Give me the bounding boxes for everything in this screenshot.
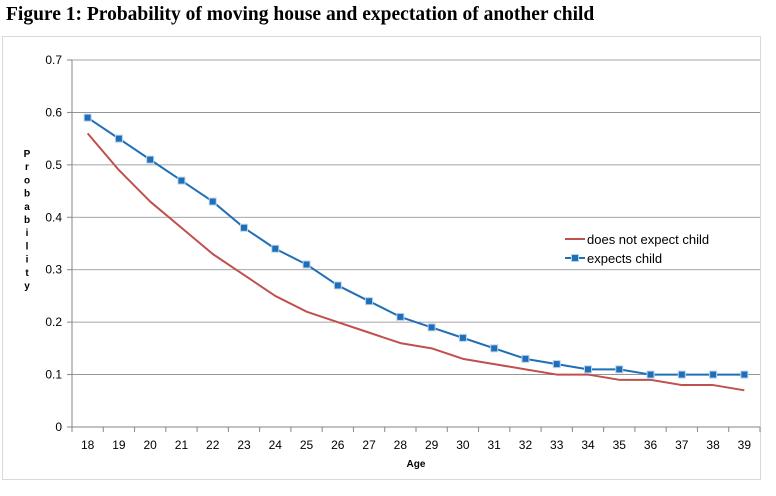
legend-marker (571, 254, 579, 262)
y-axis-label-letter: t (25, 268, 29, 279)
y-axis-label-letter: b (24, 189, 30, 200)
y-axis-label-letter: a (24, 202, 30, 213)
data-point (552, 360, 561, 369)
data-point (458, 333, 467, 342)
y-tick-labels: 0 0.1 0.2 0.3 0.4 0.5 0.6 0.7 (45, 53, 62, 434)
x-tick-label: 25 (300, 438, 314, 452)
legend-label: expects child (587, 251, 662, 266)
data-point (427, 323, 436, 332)
y-axis-label-letter: P (24, 149, 31, 160)
x-tick-label: 28 (394, 438, 408, 452)
data-point (677, 370, 686, 379)
data-point (302, 260, 311, 269)
data-point (615, 365, 624, 374)
x-tick-label: 36 (644, 438, 658, 452)
x-tick-label: 31 (488, 438, 502, 452)
y-axis-label-letter: y (24, 281, 30, 292)
x-tick-label: 33 (550, 438, 564, 452)
series-line (87, 116, 745, 376)
data-point (646, 370, 655, 379)
x-tick-label: 32 (519, 438, 533, 452)
legend-label: does not expect child (587, 232, 709, 247)
y-axis-label-letter: i (26, 255, 29, 266)
y-axis-label: Probability (24, 149, 31, 292)
data-point (709, 370, 718, 379)
y-tick-label: 0.2 (45, 315, 62, 329)
x-tick-label: 38 (706, 438, 720, 452)
chart-frame (2, 36, 761, 480)
x-tick-label: 35 (613, 438, 627, 452)
x-tick-label: 27 (362, 438, 376, 452)
data-point (490, 344, 499, 353)
y-axis-label-letter: i (26, 228, 29, 239)
series-group (83, 113, 749, 392)
y-axis-label-letter: b (24, 215, 30, 226)
x-tick-labels: 18 19 20 21 22 23 24 25 26 27 28 29 30 31 32 33 34 35 36 37… (81, 438, 751, 452)
x-tick-label: 37 (675, 438, 689, 452)
x-tick-label: 34 (581, 438, 595, 452)
series-line (86, 132, 745, 392)
y-tick-label: 0.4 (45, 210, 62, 224)
x-tick-label: 18 (81, 438, 95, 452)
x-tick-label: 30 (456, 438, 470, 452)
data-point (521, 354, 530, 363)
data-point (83, 113, 92, 122)
axes (67, 59, 761, 432)
data-point (240, 223, 248, 232)
data-point (177, 176, 186, 185)
y-tick-label: 0.1 (45, 368, 62, 382)
x-tick-label: 26 (331, 438, 345, 452)
y-tick-label: 0.5 (45, 158, 62, 172)
legend: does not expect child expects child (565, 232, 709, 266)
x-tick-label: 21 (175, 438, 189, 452)
x-tick-label: 19 (112, 438, 126, 452)
data-point (271, 244, 280, 253)
data-point (114, 134, 123, 143)
x-tick-label: 23 (237, 438, 251, 452)
figure-title: Figure 1: Probability of moving house an… (6, 4, 595, 25)
data-point (740, 370, 749, 379)
data-point (396, 312, 405, 321)
y-axis-label-letter: o (24, 175, 30, 186)
data-point (333, 281, 342, 290)
x-tick-label: 20 (144, 438, 158, 452)
data-point (208, 197, 217, 206)
data-point (365, 297, 374, 306)
x-tick-label: 22 (206, 438, 220, 452)
y-tick-label: 0.3 (45, 263, 62, 277)
y-tick-label: 0.6 (45, 105, 62, 119)
x-tick-label: 24 (269, 438, 283, 452)
y-axis-label-letter: l (26, 241, 29, 252)
data-point (584, 365, 592, 374)
y-tick-label: 0 (55, 420, 62, 434)
x-axis-label: Age (407, 459, 426, 470)
gridlines (72, 59, 760, 375)
x-tick-label: 39 (738, 438, 752, 452)
y-tick-label: 0.7 (45, 53, 62, 67)
data-point (146, 155, 155, 164)
x-tick-label: 29 (425, 438, 439, 452)
y-axis-label-letter: r (25, 162, 29, 173)
